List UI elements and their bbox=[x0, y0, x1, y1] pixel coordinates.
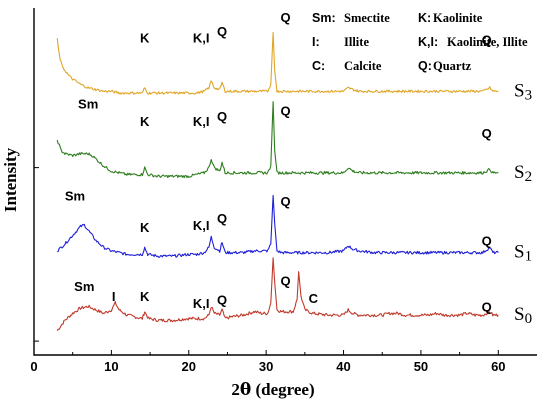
legend-key: C: bbox=[312, 59, 325, 73]
legend: Sm: Smectite K: Kaolinite I: Illite K,I: Kaolin… bbox=[312, 11, 528, 73]
peak-label: C bbox=[309, 291, 319, 306]
peak-label: Q bbox=[482, 126, 492, 141]
peak-label: Q bbox=[482, 32, 492, 47]
legend-text: Illite bbox=[344, 35, 369, 49]
peak-label: K,I bbox=[193, 114, 210, 129]
peak-label: K bbox=[140, 220, 150, 235]
x-ticks: 0 10 20 30 40 50 60 bbox=[30, 350, 506, 374]
peak-label: Sm bbox=[74, 279, 94, 294]
series-label-s0: S0 bbox=[514, 304, 532, 327]
x-tick-label: 0 bbox=[30, 359, 37, 374]
legend-text: Quartz bbox=[433, 59, 472, 73]
x-tick-label: 40 bbox=[336, 359, 350, 374]
x-tick-label: 30 bbox=[259, 359, 273, 374]
legend-text: Kaolinite bbox=[433, 11, 483, 25]
x-axis-title: 2θ (degree) bbox=[231, 380, 314, 400]
series-line-s0 bbox=[56, 257, 499, 332]
peak-label: K,I bbox=[193, 218, 210, 233]
x-tick-label: 50 bbox=[414, 359, 428, 374]
legend-key: I: bbox=[312, 35, 320, 49]
peak-label: Q bbox=[217, 109, 227, 124]
peak-label: Sm bbox=[78, 97, 98, 112]
series-line-s3 bbox=[56, 31, 499, 95]
peak-label: I bbox=[112, 289, 116, 304]
annotation-layer: K K,I Q Q Q Sm K K,I Q Q Q Sm K K,I Q Q Q Sm I K K,I Q Q C Q bbox=[65, 10, 492, 315]
peak-label: Q bbox=[280, 274, 290, 289]
series-line-s1 bbox=[56, 194, 499, 258]
peak-label: Q bbox=[217, 24, 227, 39]
series-labels: S0 S1 S2 S3 bbox=[514, 80, 532, 327]
peak-label: Q bbox=[280, 104, 290, 119]
legend-key: K,I: bbox=[418, 35, 438, 49]
peak-label: Q bbox=[217, 211, 227, 226]
peak-label: K bbox=[140, 114, 150, 129]
series-layer bbox=[56, 31, 499, 332]
peak-label: Q bbox=[280, 10, 290, 25]
legend-text: Smectite bbox=[344, 11, 390, 25]
series-label-s2: S2 bbox=[514, 162, 532, 185]
series-line-s2 bbox=[56, 101, 499, 179]
peak-label: K,I bbox=[193, 31, 210, 46]
series-label-s1: S1 bbox=[514, 242, 532, 265]
peak-label: K bbox=[140, 289, 150, 304]
x-tick-label: 20 bbox=[182, 359, 196, 374]
x-tick-label: 10 bbox=[104, 359, 118, 374]
peak-label: K,I bbox=[193, 296, 210, 311]
legend-key: Sm: bbox=[312, 11, 336, 25]
legend-key: Q: bbox=[418, 59, 432, 73]
peak-label: Q bbox=[482, 300, 492, 315]
peak-label: Q bbox=[280, 194, 290, 209]
peak-label: K bbox=[140, 31, 150, 46]
x-tick-label: 60 bbox=[491, 359, 505, 374]
legend-text: Calcite bbox=[344, 59, 382, 73]
peak-label: Sm bbox=[65, 189, 85, 204]
y-ticks bbox=[34, 167, 39, 342]
peak-label: Q bbox=[482, 234, 492, 249]
y-axis-title: Intensity bbox=[1, 147, 20, 212]
legend-text: Kaolinite, Illite bbox=[447, 35, 528, 49]
series-label-s3: S3 bbox=[514, 80, 532, 103]
peak-label: Q bbox=[217, 293, 227, 308]
legend-key: K: bbox=[418, 11, 431, 25]
